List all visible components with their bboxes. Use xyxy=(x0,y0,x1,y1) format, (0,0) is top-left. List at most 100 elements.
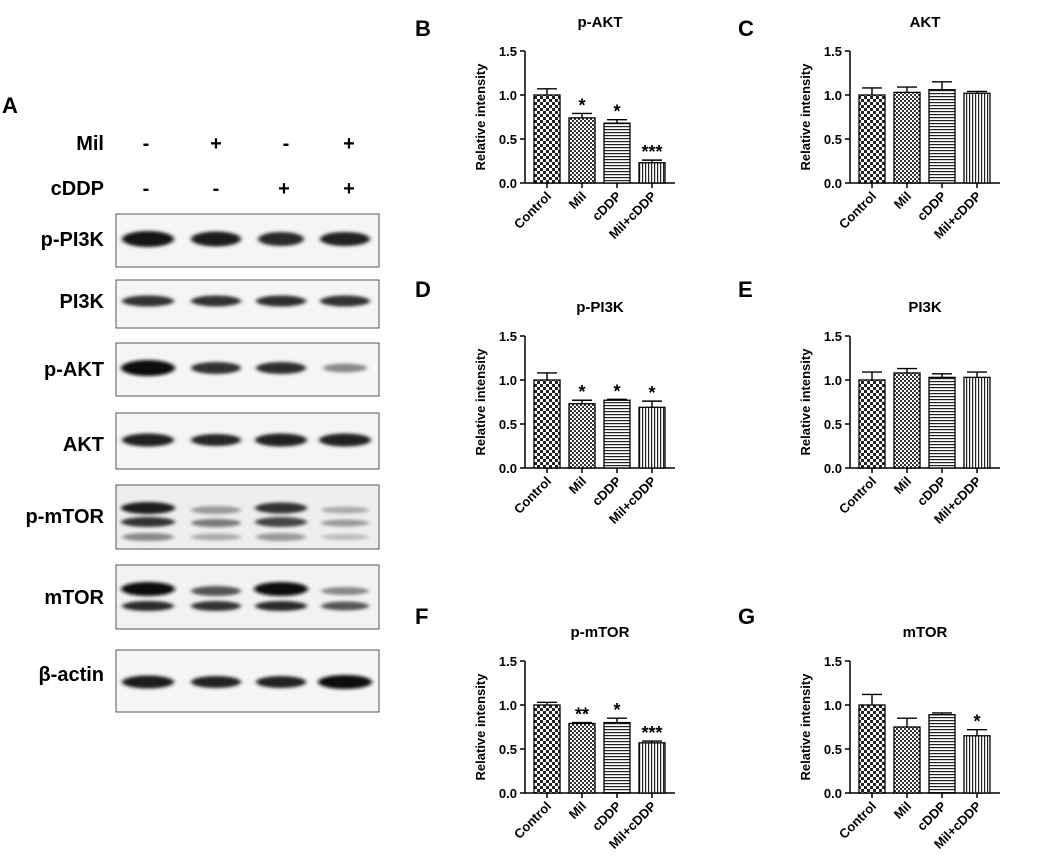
band xyxy=(122,533,174,541)
band xyxy=(121,582,175,596)
significance-marker: * xyxy=(613,700,620,720)
y-tick-label: 1.0 xyxy=(824,698,842,713)
blot-bands xyxy=(121,502,369,541)
band xyxy=(191,231,241,247)
y-tick-label: 1.5 xyxy=(824,654,842,669)
chart-title: p-AKT xyxy=(578,14,623,31)
band xyxy=(191,434,241,446)
bar-mil xyxy=(568,403,596,469)
band xyxy=(191,506,241,514)
bar-mil-cddp xyxy=(963,376,991,469)
bar-mil-cddp xyxy=(963,92,991,184)
bar-cddp xyxy=(603,122,631,184)
band xyxy=(122,601,174,611)
band xyxy=(323,363,367,373)
band xyxy=(256,295,306,307)
blot-label: PI3K xyxy=(60,291,105,313)
band xyxy=(121,360,175,376)
band xyxy=(122,675,174,689)
blot-bands xyxy=(122,295,370,307)
mil-sign-lane-1: - xyxy=(143,133,150,155)
y-tick-label: 1.5 xyxy=(499,44,517,59)
y-tick-label: 0.5 xyxy=(824,742,842,757)
blot-label: p-PI3K xyxy=(41,229,105,251)
blot-label: β-actin xyxy=(38,664,104,686)
band xyxy=(321,601,369,611)
band xyxy=(121,502,175,514)
significance-marker: * xyxy=(613,102,620,122)
panel-letter: B xyxy=(415,16,431,41)
band xyxy=(258,232,304,246)
band xyxy=(319,433,371,447)
chart-title: p-PI3K xyxy=(576,299,624,316)
x-category-label: Mil xyxy=(891,189,914,212)
band xyxy=(122,433,174,447)
y-axis-label: Relative intensity xyxy=(473,673,488,781)
chart-panel-d: Dp-PI3K Relative intensity 0.0 0.5 1.0 1.5 Con… xyxy=(415,277,675,527)
band xyxy=(255,517,307,527)
blot-p-pi3k: p-PI3K xyxy=(41,213,380,268)
bar-mil xyxy=(893,372,921,469)
x-category-label: Mil xyxy=(891,799,914,822)
band xyxy=(321,587,369,595)
bar-cddp xyxy=(928,714,956,794)
y-tick-label: 0.5 xyxy=(499,417,517,432)
blot-p-mtor: p-mTOR xyxy=(25,484,380,550)
band xyxy=(318,675,372,689)
band xyxy=(256,362,306,374)
y-axis-label: Relative intensity xyxy=(473,63,488,171)
band xyxy=(255,433,307,447)
blot-bands xyxy=(121,360,367,376)
bar-mil-cddp xyxy=(638,162,666,184)
blot-label: p-mTOR xyxy=(25,506,104,528)
band xyxy=(191,676,241,688)
y-tick-label: 0.5 xyxy=(499,132,517,147)
bar-cddp xyxy=(928,89,956,184)
mil-sign-lane-4: + xyxy=(343,133,355,155)
band xyxy=(256,676,306,688)
cddp-sign-lane-1: - xyxy=(143,178,150,200)
bar-mil-cddp xyxy=(638,742,666,794)
y-tick-label: 0.5 xyxy=(824,132,842,147)
bar-control xyxy=(533,704,561,794)
band xyxy=(254,582,308,596)
bar-mil xyxy=(568,117,596,184)
blot-label: AKT xyxy=(63,434,104,456)
y-axis-label: Relative intensity xyxy=(798,63,813,171)
x-category-label: Mil xyxy=(566,474,589,497)
blot-p-akt: p-AKT xyxy=(44,342,380,397)
x-category-label: Control xyxy=(836,799,879,842)
treatment-label-cddp: cDDP xyxy=(51,178,104,200)
y-tick-label: 0.0 xyxy=(824,786,842,801)
bar-mil xyxy=(893,91,921,184)
cddp-sign-lane-4: + xyxy=(343,178,355,200)
y-tick-label: 1.0 xyxy=(499,373,517,388)
panel-letter: F xyxy=(415,604,428,629)
blot-pi3k: PI3K xyxy=(60,279,380,329)
panel-letter: E xyxy=(738,277,753,302)
band xyxy=(191,601,241,611)
y-tick-label: 0.0 xyxy=(499,786,517,801)
band xyxy=(321,506,369,514)
bar-cddp xyxy=(928,376,956,469)
y-tick-label: 0.5 xyxy=(499,742,517,757)
y-tick-label: 1.0 xyxy=(824,373,842,388)
blot-label: mTOR xyxy=(44,587,104,609)
chart-title: PI3K xyxy=(908,299,942,316)
bar-control xyxy=(858,704,886,794)
y-axis-label: Relative intensity xyxy=(798,348,813,456)
y-tick-label: 0.0 xyxy=(499,461,517,476)
band xyxy=(191,519,241,527)
y-tick-label: 1.5 xyxy=(499,329,517,344)
significance-marker: * xyxy=(578,382,585,402)
x-category-label: Control xyxy=(836,474,879,517)
panel-letter: C xyxy=(738,16,754,41)
y-tick-label: 1.5 xyxy=(499,654,517,669)
blot-bands xyxy=(122,433,371,447)
significance-marker: * xyxy=(973,712,980,732)
x-category-label: Control xyxy=(511,799,554,842)
blot-bands xyxy=(122,231,370,247)
